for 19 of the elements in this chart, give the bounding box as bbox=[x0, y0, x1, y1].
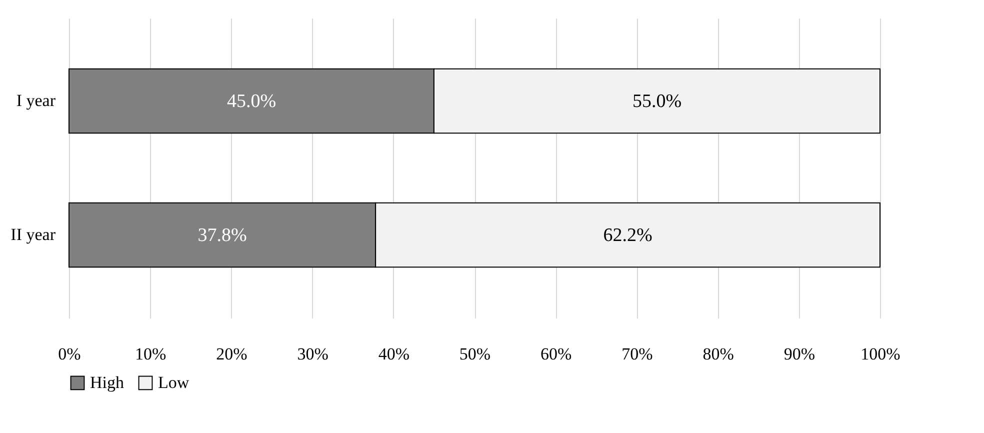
data-label: 45.0% bbox=[226, 91, 276, 112]
x-tick-label: 60% bbox=[540, 344, 572, 364]
x-tick-label: 0% bbox=[58, 344, 81, 364]
y-tick-label: I year bbox=[16, 91, 56, 110]
x-tick-label: 90% bbox=[784, 344, 815, 364]
y-tick-label: II year bbox=[10, 224, 56, 244]
x-tick-label: 20% bbox=[216, 344, 248, 364]
data-label: 55.0% bbox=[632, 91, 682, 112]
legend-label: Low bbox=[158, 372, 190, 392]
x-tick-label: 30% bbox=[297, 344, 328, 364]
x-tick-label: 10% bbox=[135, 344, 166, 364]
x-tick-label: 40% bbox=[378, 344, 410, 364]
x-tick-label: 50% bbox=[459, 344, 491, 364]
data-label: 37.8% bbox=[198, 224, 247, 246]
legend-label: High bbox=[90, 372, 124, 392]
x-tick-label: 100% bbox=[860, 344, 900, 364]
x-tick-label: 80% bbox=[702, 344, 734, 364]
data-label: 62.2% bbox=[603, 224, 652, 246]
x-tick-label: 70% bbox=[622, 344, 653, 364]
